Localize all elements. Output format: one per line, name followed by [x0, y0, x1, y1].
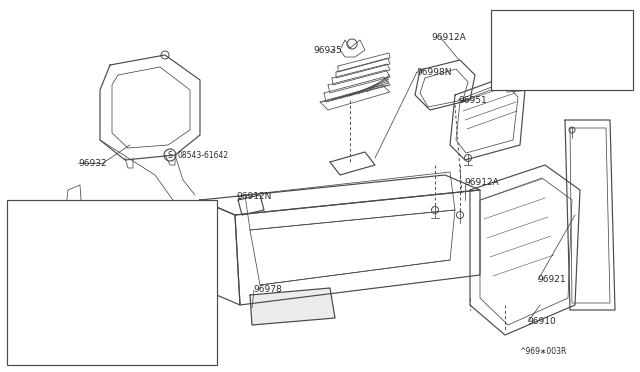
Text: 96998N: 96998N: [416, 67, 451, 77]
Text: 96910: 96910: [527, 317, 556, 327]
Text: 96960: 96960: [18, 280, 42, 289]
Text: AT: AT: [185, 201, 196, 209]
Text: S: S: [168, 151, 172, 160]
Text: AT: AT: [168, 201, 179, 209]
Text: 08540-51212: 08540-51212: [30, 211, 81, 219]
Polygon shape: [17, 308, 135, 360]
Text: 96960: 96960: [568, 38, 593, 46]
FancyBboxPatch shape: [7, 200, 217, 365]
Polygon shape: [250, 288, 335, 325]
Text: 96912N: 96912N: [236, 192, 271, 201]
FancyBboxPatch shape: [491, 10, 633, 90]
Text: 96912A: 96912A: [431, 32, 466, 42]
Text: 96942F: 96942F: [132, 254, 161, 263]
Text: S: S: [20, 211, 24, 219]
Text: 96932: 96932: [78, 158, 107, 167]
Text: 96940: 96940: [161, 231, 189, 241]
Text: 08543-61642: 08543-61642: [178, 151, 229, 160]
Text: 96951: 96951: [458, 96, 487, 105]
Text: OP: CAN: OP: CAN: [496, 13, 531, 22]
Text: 96912A: 96912A: [464, 177, 499, 186]
Text: 96935: 96935: [313, 45, 342, 55]
Text: 96921: 96921: [537, 276, 566, 285]
Text: 96978: 96978: [253, 285, 282, 295]
Text: -96942F: -96942F: [110, 256, 141, 264]
Text: ^969∗003R: ^969∗003R: [519, 347, 566, 356]
